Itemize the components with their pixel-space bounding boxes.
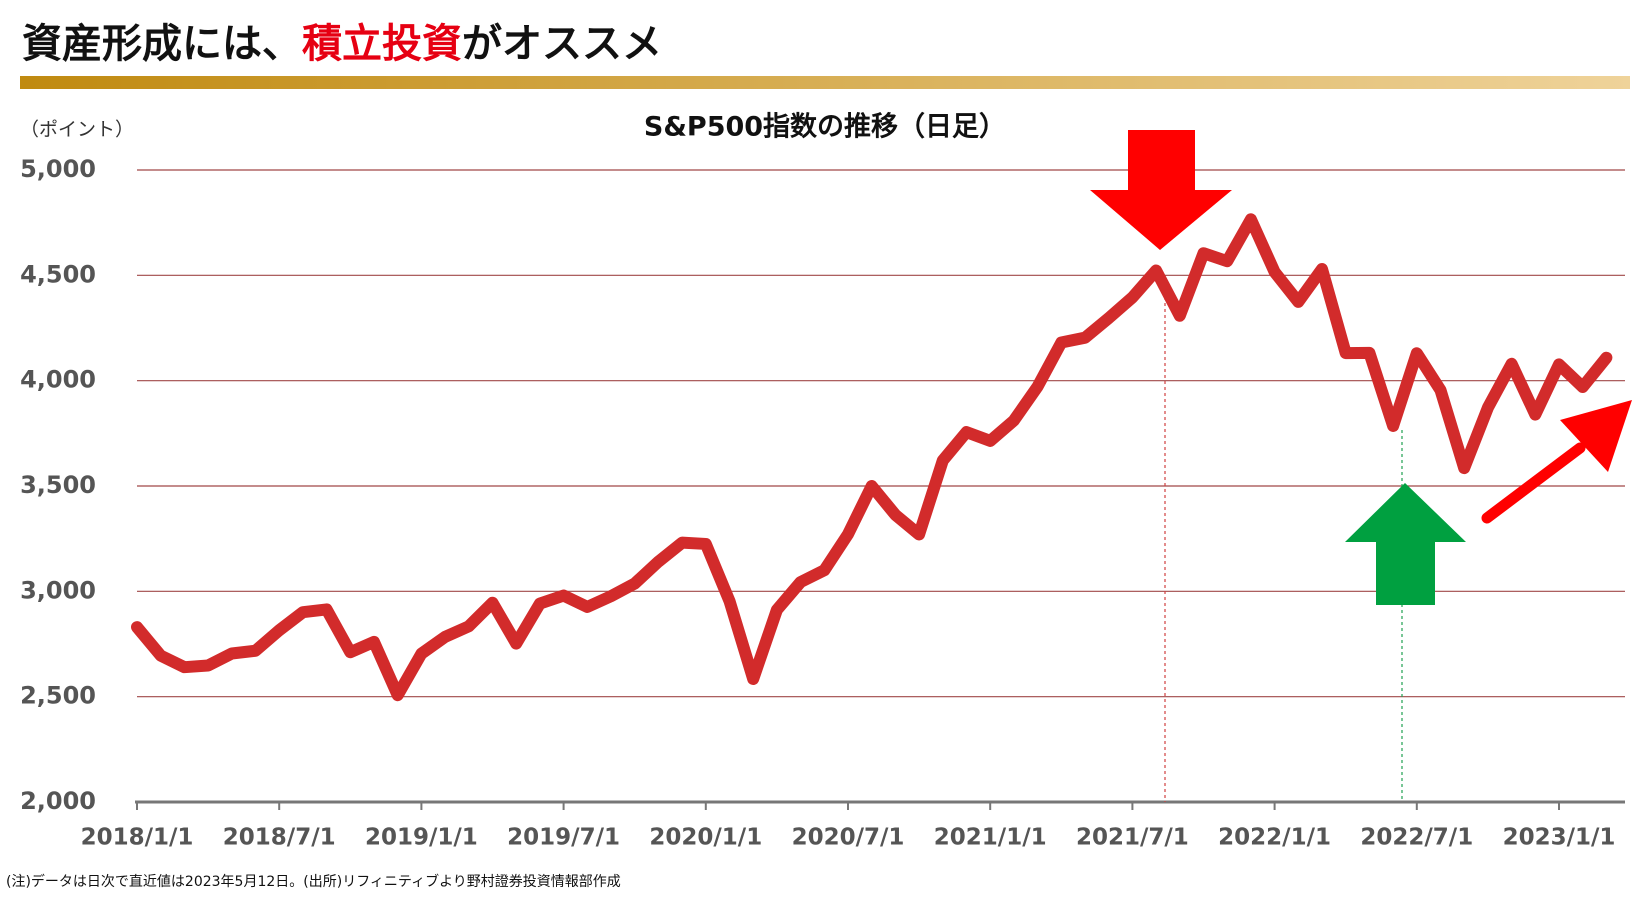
heading-part: 資産形成には、: [22, 21, 302, 67]
y-tick-label: 4,500: [20, 260, 96, 288]
x-tick-label: 2021/1/1: [934, 825, 1047, 851]
y-tick-label: 3,000: [20, 576, 96, 604]
down-arrow: [1090, 130, 1232, 250]
y-tick-label: 2,500: [20, 682, 96, 710]
y-axis-label: （ポイント）: [20, 119, 134, 141]
trend-arrow-head: [1560, 400, 1632, 472]
note: (注)データは日次で直近値は2023年5月12日。(出所)リフィニティブより野村…: [6, 873, 621, 890]
y-tick-label: 5,000: [20, 155, 96, 183]
y-tick-label: 3,500: [20, 471, 96, 499]
heading-part: がオススメ: [462, 21, 662, 67]
heading-bar: [20, 76, 1630, 89]
x-tick-label: 2019/7/1: [507, 825, 620, 851]
x-tick-label: 2018/7/1: [223, 825, 336, 851]
x-tick-label: 2021/7/1: [1076, 825, 1189, 851]
y-tick-label: 4,000: [20, 366, 96, 394]
up-arrow: [1345, 483, 1466, 605]
y-tick-label: 2,000: [20, 787, 96, 815]
heading-highlight: 積立投資: [302, 21, 462, 67]
x-tick-label: 2022/1/1: [1218, 825, 1331, 851]
chart-title: S&P500指数の推移（日足）: [644, 112, 1006, 143]
x-tick-label: 2023/1/1: [1503, 825, 1616, 851]
x-tick-label: 2022/7/1: [1360, 825, 1473, 851]
x-tick-label: 2020/7/1: [792, 825, 905, 851]
line-series: [131, 213, 1613, 702]
x-tick-label: 2020/1/1: [649, 825, 762, 851]
x-tick-label: 2018/1/1: [81, 825, 194, 851]
trend-arrow-shaft: [1481, 442, 1586, 524]
heading: 資産形成には、積立投資がオススメ: [22, 21, 662, 67]
x-tick-label: 2019/1/1: [365, 825, 478, 851]
